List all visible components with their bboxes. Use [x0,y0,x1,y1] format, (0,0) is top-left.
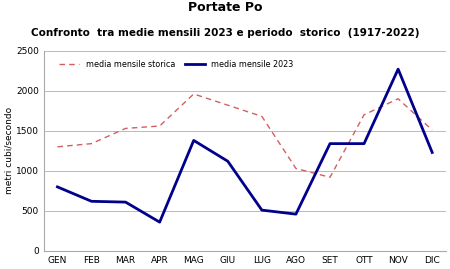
Text: Portate Po: Portate Po [188,1,262,14]
Y-axis label: metri cubi/secondo: metri cubi/secondo [4,107,13,194]
Text: Confronto  tra medie mensili 2023 e periodo  storico  (1917-2022): Confronto tra medie mensili 2023 e perio… [31,28,419,38]
Legend: media mensile storica, media mensile 2023: media mensile storica, media mensile 202… [56,57,297,72]
